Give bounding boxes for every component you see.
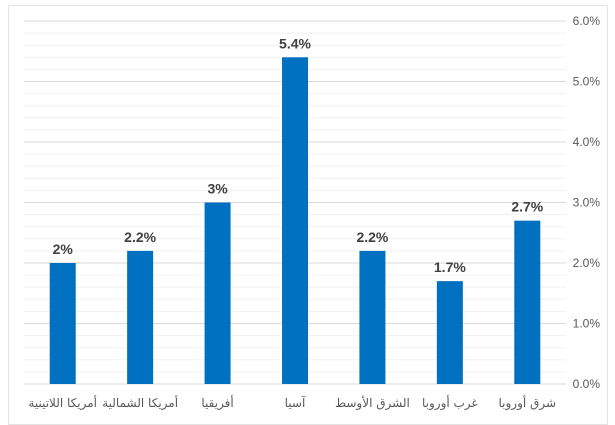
x-tick-label: شرق أوروبا <box>499 395 557 410</box>
data-label: 5.4% <box>279 35 311 51</box>
bar <box>204 202 231 384</box>
x-tick-label: آسيا <box>285 395 306 410</box>
bar <box>282 57 308 385</box>
bar <box>127 250 154 384</box>
y-tick-label: 4.0% <box>573 135 601 149</box>
y-tick-label: 6.0% <box>573 14 601 28</box>
y-tick-label: 0.0% <box>573 377 601 391</box>
y-tick-label: 1.0% <box>573 317 601 331</box>
data-label: 1.7% <box>434 259 466 275</box>
bar <box>436 281 463 384</box>
data-label: 2.2% <box>356 229 388 245</box>
bar <box>49 263 76 384</box>
bar-chart: 0.0% 1.0% 2.0% 3.0% 4.0% 5.0% 6.0% 2% أمريكا الل… <box>24 14 601 410</box>
bar <box>514 220 541 384</box>
bar <box>359 250 386 384</box>
data-label: 2.2% <box>124 229 156 245</box>
x-tick-label: غرب أوروبا <box>422 395 478 410</box>
data-label: 2.7% <box>511 199 543 215</box>
x-tick-label: أفريقيا <box>201 395 233 410</box>
y-tick-label: 2.0% <box>573 256 601 270</box>
y-tick-label: 5.0% <box>573 75 601 89</box>
x-tick-label: أمريكا الشمالية <box>102 395 178 410</box>
x-tick-label: الشرق الأوسط <box>335 395 410 410</box>
data-label: 2% <box>53 241 74 257</box>
x-tick-label: أمريكا اللاتينية <box>28 395 97 410</box>
y-tick-label: 3.0% <box>573 196 601 210</box>
data-label: 3% <box>207 181 228 197</box>
